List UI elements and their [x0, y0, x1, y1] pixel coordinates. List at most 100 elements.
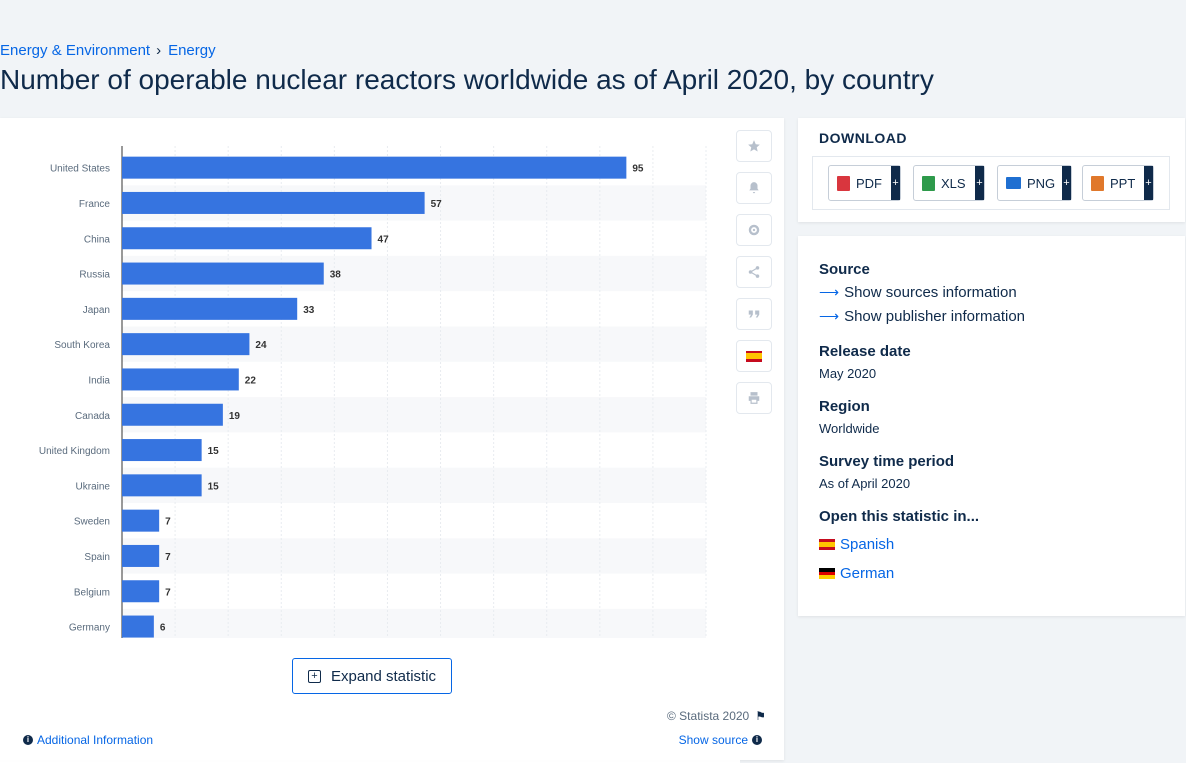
expand-icon: + [307, 669, 321, 683]
star-icon [748, 140, 760, 152]
bar [122, 544, 160, 567]
category-label: Canada [75, 411, 110, 422]
download-png-plus-icon: + [1062, 166, 1071, 200]
chart-toolbar [736, 130, 772, 424]
download-options: PDF + XLS + PNG + PPT + [812, 156, 1170, 210]
additional-information-link[interactable]: i Additional Information [19, 733, 153, 747]
download-png-button[interactable]: PNG + [997, 165, 1072, 201]
german-label: German [840, 565, 895, 582]
png-file-icon [1006, 177, 1021, 189]
settings-button[interactable] [736, 214, 772, 246]
bar [122, 403, 223, 426]
category-label: India [88, 375, 110, 386]
bar [122, 156, 627, 179]
data-label: 38 [330, 270, 342, 281]
bar [122, 333, 250, 356]
row-stripe [122, 538, 706, 574]
category-label: France [79, 199, 111, 210]
category-label: Russia [79, 270, 110, 281]
arrow-right-icon: ⟶ [819, 308, 840, 324]
download-pdf-button[interactable]: PDF + [828, 165, 901, 201]
release-date-value: May 2020 [819, 366, 877, 381]
bar [122, 580, 160, 603]
category-label: Ukraine [76, 481, 111, 492]
data-label: 24 [255, 340, 267, 351]
pdf-file-icon [837, 175, 850, 191]
data-label: 95 [632, 164, 644, 175]
bar [122, 191, 425, 214]
download-card: DOWNLOAD PDF + XLS + PNG + PPT + [798, 118, 1185, 222]
notification-button[interactable] [736, 172, 772, 204]
download-ppt-label: PPT [1110, 175, 1136, 191]
data-label: 22 [245, 375, 257, 386]
download-title: DOWNLOAD [819, 130, 907, 146]
show-publisher-link[interactable]: ⟶ Show publisher information [819, 308, 1025, 325]
row-stripe [122, 608, 706, 638]
open-in-spanish-link[interactable]: Spanish [819, 536, 894, 553]
open-in-german-link[interactable]: German [819, 565, 894, 582]
download-ppt-button[interactable]: PPT + [1082, 165, 1154, 201]
data-label: 57 [431, 199, 443, 210]
chart-card: United States 95 France 57 China 47 Russia 38 Ja… [0, 118, 784, 763]
cite-button[interactable] [736, 298, 772, 330]
download-xls-label: XLS [941, 175, 966, 191]
survey-period-value: As of April 2020 [819, 476, 911, 491]
data-label: 7 [165, 517, 171, 528]
region-heading: Region [819, 398, 870, 415]
category-label: China [84, 234, 111, 245]
additional-information-label: Additional Information [37, 733, 154, 747]
data-label: 15 [208, 481, 220, 492]
bar [122, 615, 154, 638]
survey-period-heading: Survey time period [819, 453, 955, 470]
data-label: 7 [165, 587, 171, 598]
breadcrumb-separator-icon: › [156, 42, 162, 59]
row-stripe [122, 467, 706, 503]
download-pdf-label: PDF [856, 175, 882, 191]
download-ppt-plus-icon: + [1144, 166, 1153, 200]
category-label: Belgium [74, 587, 110, 598]
german-flag-icon [819, 568, 835, 580]
expand-statistic-button[interactable]: + Expand statistic [292, 658, 452, 694]
share-icon [748, 266, 760, 278]
category-label: Japan [83, 305, 110, 316]
download-xls-plus-icon: + [975, 166, 984, 200]
data-label: 6 [160, 623, 166, 634]
category-label: Sweden [74, 517, 110, 528]
language-button[interactable] [736, 340, 772, 372]
category-label: South Korea [54, 340, 110, 351]
report-flag-icon[interactable]: ⚑ [755, 709, 766, 723]
download-xls-button[interactable]: XLS + [913, 165, 985, 201]
spanish-label: Spanish [840, 536, 895, 553]
show-sources-link[interactable]: ⟶ Show sources information [819, 284, 1017, 301]
quote-icon [748, 310, 760, 318]
info-icon: i [23, 735, 33, 745]
data-label: 19 [229, 411, 241, 422]
bar [122, 262, 324, 285]
download-png-label: PNG [1027, 175, 1056, 191]
bar [122, 297, 298, 320]
share-button[interactable] [736, 256, 772, 288]
bar [122, 509, 160, 532]
region-value: Worldwide [819, 421, 880, 436]
bar [122, 439, 202, 462]
data-label: 33 [303, 305, 315, 316]
download-pdf-plus-icon: + [891, 166, 900, 200]
data-label: 47 [378, 234, 390, 245]
bar-chart: United States 95 France 57 China 47 Russia 38 Ja… [39, 146, 707, 638]
breadcrumb-energy-environment[interactable]: Energy & Environment [0, 42, 151, 59]
category-label: United Kingdom [39, 446, 110, 457]
print-button[interactable] [736, 382, 772, 414]
breadcrumb-energy[interactable]: Energy [168, 42, 216, 59]
show-publisher-label: Show publisher information [844, 308, 1026, 325]
release-date-heading: Release date [819, 343, 911, 360]
open-statistic-heading: Open this statistic in... [819, 508, 980, 525]
category-label: Germany [69, 623, 110, 634]
show-source-label: Show source [678, 733, 748, 747]
breadcrumb: Energy & Environment › Energy [0, 42, 216, 59]
show-source-link[interactable]: Show source i [679, 733, 766, 747]
bar [122, 227, 372, 250]
bar [122, 474, 202, 497]
favorite-button[interactable] [736, 130, 772, 162]
copyright: © Statista 2020 ⚑ [667, 709, 766, 723]
info-icon: i [752, 735, 762, 745]
